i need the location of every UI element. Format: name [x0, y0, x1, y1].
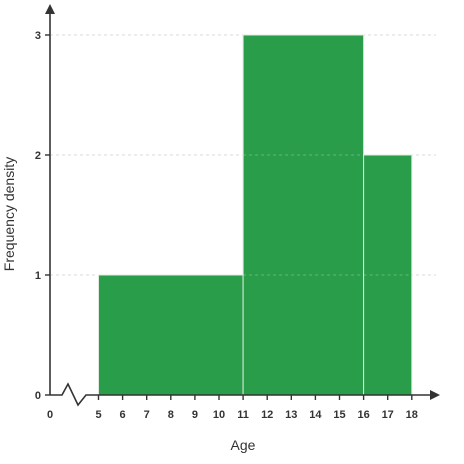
y-axis-title: Frequency density	[1, 157, 17, 271]
x-tick-label-8: 8	[168, 409, 174, 421]
x-axis-arrow	[430, 390, 440, 400]
x-tick-label-13: 13	[285, 409, 297, 421]
y-tick-label-0: 0	[35, 390, 41, 402]
x-axis-title: Age	[231, 437, 256, 453]
y-tick-label-2: 2	[35, 150, 41, 162]
y-axis-arrow	[45, 4, 55, 14]
x-axis-break-line	[50, 382, 432, 407]
x-tick-label-9: 9	[192, 409, 198, 421]
x-tick-label-6: 6	[120, 409, 126, 421]
y-tick-label-1: 1	[35, 270, 41, 282]
x-tick-label-7: 7	[144, 409, 150, 421]
x-tick-label-17: 17	[382, 409, 394, 421]
x-tick-label-10: 10	[213, 409, 225, 421]
y-tick-label-3: 3	[35, 30, 41, 42]
x-tick-label-14: 14	[309, 409, 322, 421]
bar-5-11	[98, 274, 244, 396]
x-tick-label-16: 16	[357, 409, 369, 421]
x-tick-label-15: 15	[333, 409, 345, 421]
x-tick-label-12: 12	[261, 409, 273, 421]
x-tick-label-5: 5	[95, 409, 101, 421]
bar-11-16	[242, 34, 365, 396]
y-axis-ticks: 0 1 2 3	[35, 30, 50, 402]
x-tick-label-11: 11	[237, 409, 249, 421]
histogram-bars	[98, 34, 413, 396]
x-tick-label-18: 18	[406, 409, 418, 421]
axes	[45, 4, 440, 407]
x-tick-label-0: 0	[47, 409, 53, 421]
x-axis-ticks: 0 5 6 7 8 9 10 11 12 13 14 15 16 17 18	[47, 395, 418, 421]
